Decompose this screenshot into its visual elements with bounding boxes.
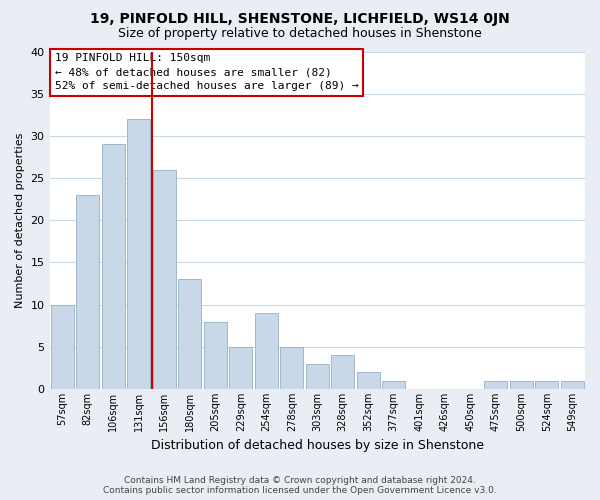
Bar	[306, 364, 329, 389]
Text: Size of property relative to detached houses in Shenstone: Size of property relative to detached ho…	[118, 28, 482, 40]
Bar	[382, 380, 405, 389]
Text: 19 PINFOLD HILL: 150sqm
← 48% of detached houses are smaller (82)
52% of semi-de: 19 PINFOLD HILL: 150sqm ← 48% of detache…	[55, 53, 359, 91]
Bar	[484, 380, 507, 389]
Bar	[510, 380, 533, 389]
Y-axis label: Number of detached properties: Number of detached properties	[15, 132, 25, 308]
Bar	[76, 195, 99, 389]
Bar	[153, 170, 176, 389]
Text: 19, PINFOLD HILL, SHENSTONE, LICHFIELD, WS14 0JN: 19, PINFOLD HILL, SHENSTONE, LICHFIELD, …	[90, 12, 510, 26]
Bar	[102, 144, 125, 389]
Text: Contains HM Land Registry data © Crown copyright and database right 2024.
Contai: Contains HM Land Registry data © Crown c…	[103, 476, 497, 495]
Bar	[357, 372, 380, 389]
Bar	[535, 380, 558, 389]
Bar	[561, 380, 584, 389]
Bar	[178, 280, 201, 389]
X-axis label: Distribution of detached houses by size in Shenstone: Distribution of detached houses by size …	[151, 440, 484, 452]
Bar	[280, 347, 303, 389]
Bar	[229, 347, 252, 389]
Bar	[204, 322, 227, 389]
Bar	[255, 313, 278, 389]
Bar	[127, 119, 150, 389]
Bar	[331, 356, 354, 389]
Bar	[51, 304, 74, 389]
